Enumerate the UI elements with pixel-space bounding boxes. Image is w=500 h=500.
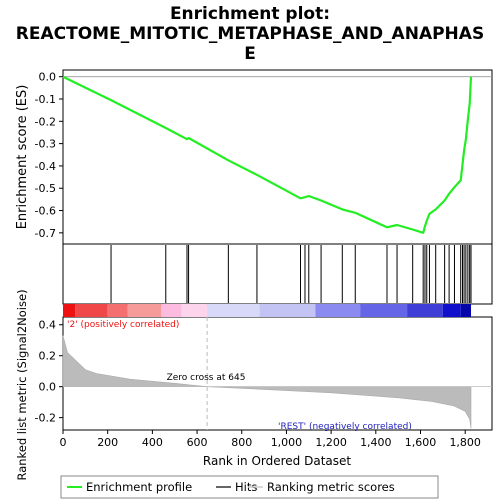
x-tick-label: 1,200 <box>315 436 347 449</box>
x-tick-label: 200 <box>97 436 118 449</box>
rank-colorbar <box>63 304 471 317</box>
x-axis-label: Rank in Ordered Dataset <box>203 454 351 468</box>
colorbar-segment <box>107 304 128 317</box>
colorbar-segment <box>75 304 108 317</box>
x-axis: 0 200 400 600 800 1,000 1,200 1,400 1,600 1,800 <box>60 430 481 449</box>
colorbar-segment <box>407 304 443 317</box>
colorbar-segment <box>442 304 461 317</box>
x-tick-label: 1,000 <box>271 436 303 449</box>
chart-title-line3: E <box>244 44 256 64</box>
colorbar-segment <box>259 304 316 317</box>
es-axis-label: Enrichment score (ES) <box>15 85 30 230</box>
colorbar-segment <box>181 304 208 317</box>
metric-axis-label: Ranked list metric (Signal2Noise) <box>15 289 29 480</box>
legend-label-enrichment: Enrichment profile <box>86 480 192 494</box>
positive-correlation-label: '2' (positively correlated) <box>67 320 179 330</box>
ranking-metric-area <box>62 335 472 429</box>
x-tick-label: 400 <box>142 436 163 449</box>
metric-tick-label: 0.2 <box>39 350 57 363</box>
metric-tick-label: 0.0 <box>39 381 57 394</box>
es-tick-label: -0.4 <box>35 160 56 173</box>
colorbar-segment <box>360 304 408 317</box>
metric-panel-frame <box>62 316 493 431</box>
colorbar-segment <box>161 304 182 317</box>
x-tick-label: 800 <box>231 436 252 449</box>
zero-cross-label: Zero cross at 645 <box>167 373 246 383</box>
legend-label-metric: Ranking metric scores <box>267 480 395 494</box>
chart-title-line1: Enrichment plot: <box>170 4 330 24</box>
es-tick-label: -0.7 <box>35 227 56 240</box>
es-tick-label: -0.2 <box>35 115 56 128</box>
es-tick-label: -0.5 <box>35 182 56 195</box>
chart-title-line2: REACTOME_MITOTIC_METAPHASE_AND_ANAPHAS <box>16 24 484 44</box>
hits-panel <box>110 245 472 303</box>
colorbar-segment <box>63 304 76 317</box>
hits-panel-frame <box>62 243 493 305</box>
colorbar-segment <box>460 304 471 317</box>
x-tick-label: 0 <box>60 436 67 449</box>
es-tick-label: -0.3 <box>35 138 56 151</box>
metric-tick-label: 0.4 <box>39 319 57 332</box>
metric-tick-label: -0.2 <box>35 412 56 425</box>
x-tick-label: 1,800 <box>449 436 481 449</box>
x-tick-label: 600 <box>187 436 208 449</box>
colorbar-segment <box>207 304 260 317</box>
negative-correlation-label: 'REST' (negatively correlated) <box>278 422 412 432</box>
colorbar-segment <box>127 304 162 317</box>
legend: Enrichment profile Hits Ranking metric s… <box>60 475 439 499</box>
x-tick-label: 1,400 <box>360 436 392 449</box>
legend-label-hits: Hits <box>235 480 257 494</box>
es-tick-label: 0.0 <box>39 71 57 84</box>
x-tick-label: 1,600 <box>405 436 437 449</box>
metric-panel: 0.4 0.2 0.0 -0.2 <box>35 317 492 430</box>
es-panel: 0.0 -0.1 -0.2 -0.3 -0.4 -0.5 -0.6 -0.7 <box>35 71 492 240</box>
colorbar-segment <box>315 304 361 317</box>
es-tick-label: -0.6 <box>35 205 56 218</box>
es-tick-label: -0.1 <box>35 93 56 106</box>
enrichment-profile-line <box>62 75 473 234</box>
